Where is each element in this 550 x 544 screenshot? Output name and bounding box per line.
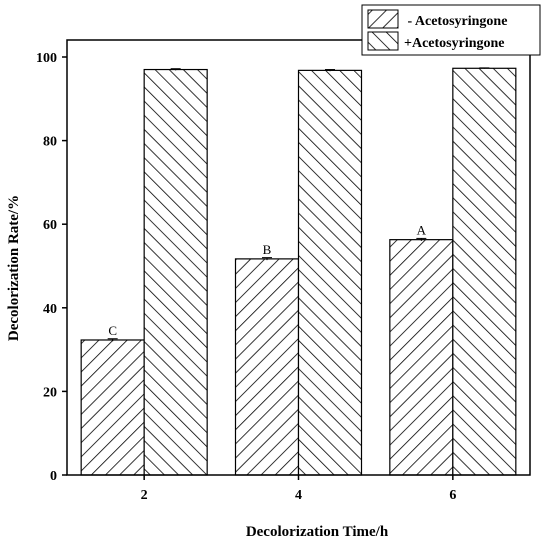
y-tick-label: 20 (43, 385, 57, 400)
significance-label: A (417, 223, 427, 238)
y-axis: 0 20 40 60 80 100 (36, 51, 67, 484)
significance-labels: C B A (108, 223, 426, 338)
bar-series-1-cat-4 (234, 258, 300, 476)
y-tick-label: 60 (43, 218, 57, 233)
bars-group (80, 67, 517, 476)
x-axis-title: Decolorization Time/h (246, 524, 389, 540)
x-tick-label: 2 (141, 488, 148, 503)
bar-series-1-cat-2 (80, 339, 145, 476)
y-tick-label: 0 (50, 469, 57, 484)
bar-series-2-cat-4 (297, 69, 363, 476)
significance-label: B (263, 242, 272, 257)
y-axis-title: Decolorization Rate/% (6, 195, 22, 341)
significance-label: C (108, 323, 117, 338)
y-tick-label: 100 (36, 51, 57, 66)
y-tick-label: 40 (43, 302, 57, 317)
bar-series-2-cat-6 (452, 67, 517, 476)
y-tick-label: 80 (43, 135, 57, 150)
bar-series-1-cat-6 (389, 239, 454, 476)
legend: - Acetosyringone +Acetosyringone (361, 4, 541, 56)
legend-swatch-plus-acetosyringone (367, 31, 399, 51)
legend-label-plus-acetosyringone: +Acetosyringone (404, 36, 505, 51)
x-axis: 2 4 6 (141, 475, 456, 503)
x-tick-label: 4 (295, 488, 302, 503)
bar-series-2-cat-2 (143, 68, 208, 476)
legend-swatch-minus-acetosyringone (367, 9, 399, 29)
x-tick-label: 6 (449, 488, 456, 503)
legend-label-minus-acetosyringone: - Acetosyringone (404, 14, 507, 29)
